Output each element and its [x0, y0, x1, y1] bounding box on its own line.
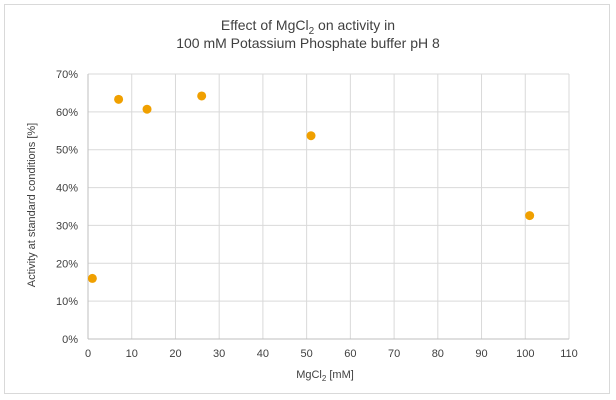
x-tick-label: 50 — [301, 348, 313, 360]
x-tick-label: 100 — [516, 348, 534, 360]
data-point — [142, 104, 152, 114]
y-tick-label: 30% — [56, 220, 78, 232]
y-tick-label: 0% — [62, 334, 78, 346]
x-axis-label: MgCl2 [mM] — [296, 369, 354, 383]
axes — [87, 74, 569, 340]
x-tick-label: 80 — [432, 348, 444, 360]
x-tick-label: 90 — [475, 348, 487, 360]
x-tick-label: 110 — [560, 348, 578, 360]
chart-title-line-2: 100 mM Potassium Phosphate buffer pH 8 — [176, 35, 440, 51]
y-tick-label: 70% — [56, 69, 78, 81]
data-point — [525, 211, 535, 221]
x-tick-label: 30 — [213, 348, 225, 360]
y-axis-label: Activity at standard conditions [%] — [26, 123, 38, 287]
tick-labels: 0% 10% 20% 30% 40% 50% 60% 70% 0 10 20 30 40 50 60 70 80… — [56, 69, 578, 360]
x-tick-label: 70 — [388, 348, 400, 360]
data-point — [197, 91, 207, 101]
y-tick-label: 10% — [56, 296, 78, 308]
x-tick-label: 0 — [85, 348, 91, 360]
grid-lines — [88, 73, 570, 339]
data-point — [306, 131, 316, 141]
y-tick-label: 20% — [56, 258, 78, 270]
chart-title-line-1: Effect of MgCl2 on activity in — [221, 17, 395, 37]
y-tick-label: 50% — [56, 145, 78, 157]
y-tick-label: 40% — [56, 183, 78, 195]
data-point — [87, 273, 97, 283]
data-point — [114, 94, 124, 104]
x-tick-label: 10 — [126, 348, 138, 360]
x-tick-label: 40 — [257, 348, 269, 360]
x-tick-label: 60 — [344, 348, 356, 360]
x-tick-label: 20 — [169, 348, 181, 360]
data-points — [87, 91, 535, 283]
y-tick-label: 60% — [56, 107, 78, 119]
